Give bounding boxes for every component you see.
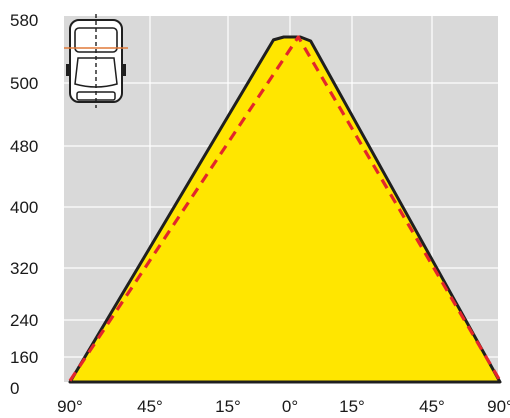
van-top-view-icon [64, 14, 128, 108]
x-tick-label: 90° [487, 397, 510, 416]
x-tick-label: 90° [57, 397, 83, 416]
limit-line-dashed [68, 35, 502, 382]
x-tick-labels: 90° 45° 15° 0° 15° 45° 90° [57, 397, 510, 416]
x-tick-label: 15° [215, 397, 241, 416]
y-tick-label: 480 [10, 137, 38, 156]
x-tick-label: 15° [339, 397, 365, 416]
y-tick-label: 320 [10, 259, 38, 278]
y-tick-labels: 0 160 240 320 400 480 500 580 [10, 11, 38, 398]
y-tick-label: 240 [10, 311, 38, 330]
y-tick-label: 580 [10, 11, 38, 30]
series-layer [68, 35, 502, 384]
x-tick-label: 45° [419, 397, 445, 416]
y-tick-label: 400 [10, 198, 38, 217]
y-tick-label: 500 [10, 74, 38, 93]
y-tick-label: 160 [10, 348, 38, 367]
y-tick-label: 0 [10, 379, 19, 398]
x-tick-label: 45° [137, 397, 163, 416]
x-tick-label: 0° [282, 397, 298, 416]
coverage-area [68, 35, 502, 384]
